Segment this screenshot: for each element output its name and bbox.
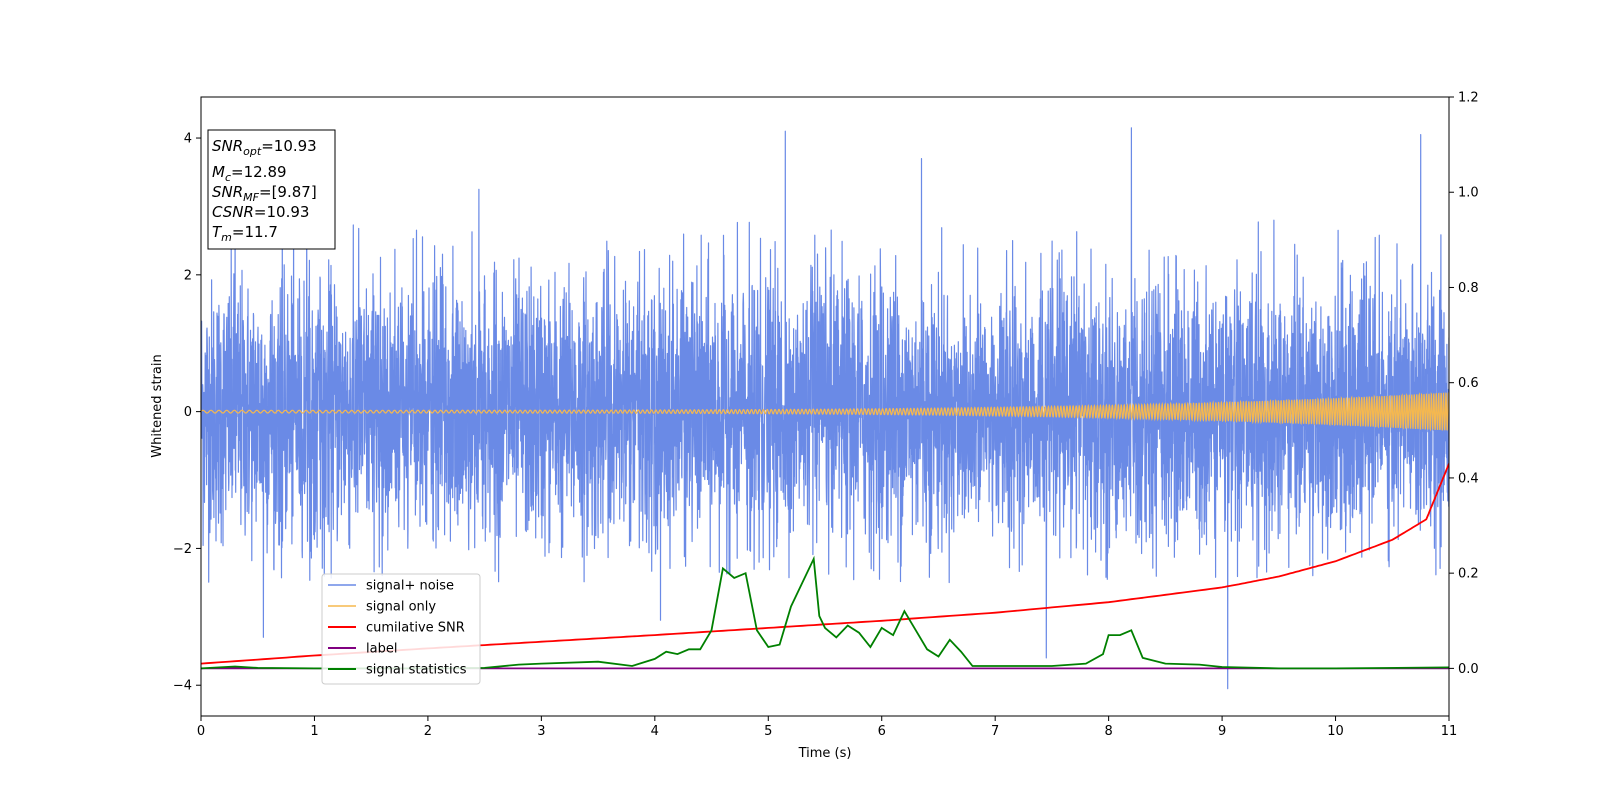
annotation-variable: SNR: [212, 183, 243, 201]
y-tick-label: 4: [184, 132, 192, 147]
plot-frame: [200, 96, 1450, 717]
annotation-value: =12.89: [231, 163, 287, 181]
annotation-subscript: MF: [243, 191, 259, 204]
legend-entry: label: [366, 642, 397, 657]
x-axis-label: Time (s): [798, 746, 852, 761]
x-tick-label: 11: [1441, 724, 1458, 739]
annotation-value: =11.7: [232, 223, 278, 241]
annotation-line: SNRopt=10.93: [212, 137, 317, 158]
x-axis: 0 1 2 3 4 5 6 7 8 9 10 11: [197, 716, 1457, 739]
y-tick-label: −4: [173, 679, 192, 694]
series-line-signal-statistics: [201, 555, 1449, 670]
annotation-line: CSNR=10.93: [212, 203, 309, 221]
y-axis-right: 0.0 0.2 0.4 0.6 0.8 1.0 1.2: [1449, 91, 1479, 677]
x-tick-label: 7: [991, 724, 999, 739]
x-tick-label: 6: [878, 724, 886, 739]
legend-frame: [321, 573, 481, 685]
y-tick-label: 2: [184, 268, 192, 283]
x-tick-label: 10: [1327, 724, 1344, 739]
annotation-variable: M: [212, 163, 225, 181]
annotation-subscript: opt: [243, 145, 262, 158]
y-tick-label: −2: [173, 542, 192, 557]
legend: signal+ noise signal only cumilative SNR la…: [321, 573, 481, 685]
x-tick-label: 3: [537, 724, 545, 739]
legend-entry: signal statistics: [366, 663, 467, 678]
y-axis-label: Whitened strain: [150, 354, 165, 457]
annotation-frame: [207, 129, 336, 250]
y2-tick-label: 0.6: [1458, 376, 1479, 391]
y2-tick-label: 0.8: [1458, 281, 1479, 296]
annotation-variable: CSNR: [212, 203, 254, 221]
x-tick-label: 2: [424, 724, 432, 739]
x-tick-label: 0: [197, 724, 205, 739]
legend-entry: signal only: [366, 600, 436, 615]
series-line-signal-noise: [201, 127, 1449, 690]
annotation-subscript: m: [221, 231, 232, 244]
annotation-line: SNRMF=[9.87]: [212, 183, 317, 204]
y2-tick-label: 0.4: [1458, 471, 1479, 486]
x-tick-label: 5: [764, 724, 772, 739]
x-tick-label: 8: [1104, 724, 1112, 739]
annotation-variable: SNR: [212, 137, 243, 155]
annotation-variable: T: [212, 223, 223, 241]
annotation-value: =10.93: [254, 203, 310, 221]
y2-tick-label: 0.2: [1458, 567, 1479, 582]
series-line-signal-only: [201, 392, 1449, 432]
annotation-value: =[9.87]: [259, 183, 317, 201]
annotation-line: Mc=12.89: [212, 163, 287, 184]
x-tick-label: 9: [1218, 724, 1226, 739]
y-axis-left: −4 −2 0 2 4: [173, 132, 201, 694]
legend-entry: signal+ noise: [366, 579, 454, 594]
y-tick-label: 0: [184, 405, 192, 420]
annotation-subscript: c: [225, 171, 231, 184]
annotation-box: SNRopt=10.93Mc=12.89SNRMF=[9.87]CSNR=10.…: [207, 129, 336, 250]
legend-entry: cumilative SNR: [366, 621, 465, 636]
x-tick-label: 4: [651, 724, 659, 739]
y2-tick-label: 1.0: [1458, 186, 1479, 201]
annotation-line: Tm=11.7: [212, 223, 278, 244]
annotation-value: =10.93: [261, 137, 317, 155]
x-tick-label: 1: [310, 724, 318, 739]
y2-tick-label: 0.0: [1458, 662, 1479, 677]
y2-tick-label: 1.2: [1458, 91, 1479, 106]
